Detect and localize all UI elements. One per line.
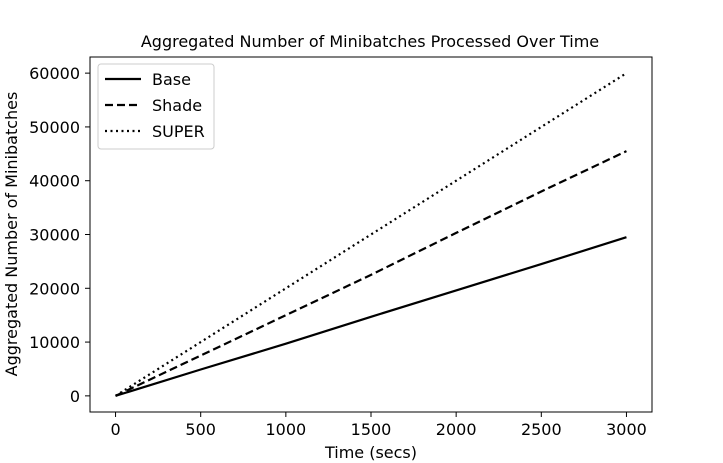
x-tick-label: 2000 <box>436 420 477 439</box>
y-axis: 0 10000 20000 30000 40000 50000 60000 <box>29 64 90 406</box>
x-tick-label: 1500 <box>351 420 392 439</box>
legend-label-base: Base <box>152 70 191 89</box>
x-axis-label: Time (secs) <box>324 443 417 462</box>
legend-label-super: SUPER <box>152 122 205 141</box>
y-tick-label: 50000 <box>29 118 80 137</box>
x-tick-label: 1000 <box>265 420 306 439</box>
plot-area <box>114 72 628 397</box>
y-tick-label: 0 <box>70 387 80 406</box>
x-tick-label: 3000 <box>606 420 647 439</box>
legend-label-shade: Shade <box>152 96 202 115</box>
series-line-shade <box>115 150 627 397</box>
y-tick-label: 60000 <box>29 64 80 83</box>
x-tick-label: 0 <box>110 420 120 439</box>
y-tick-label: 40000 <box>29 172 80 191</box>
y-tick-label: 10000 <box>29 333 80 352</box>
y-tick-label: 20000 <box>29 279 80 298</box>
x-tick-label: 2500 <box>521 420 562 439</box>
y-axis-label: Aggregated Number of Minibatches <box>2 92 21 377</box>
legend-frame <box>97 63 215 150</box>
legend: Base Shade SUPER <box>97 63 215 150</box>
series-line-super <box>114 72 628 397</box>
x-tick-label: 500 <box>185 420 216 439</box>
y-tick-label: 30000 <box>29 226 80 245</box>
series-line-base <box>115 236 627 397</box>
chart-title: Aggregated Number of Minibatches Process… <box>141 32 599 51</box>
x-axis: 0 500 1000 1500 2000 2500 3000 <box>110 412 647 439</box>
